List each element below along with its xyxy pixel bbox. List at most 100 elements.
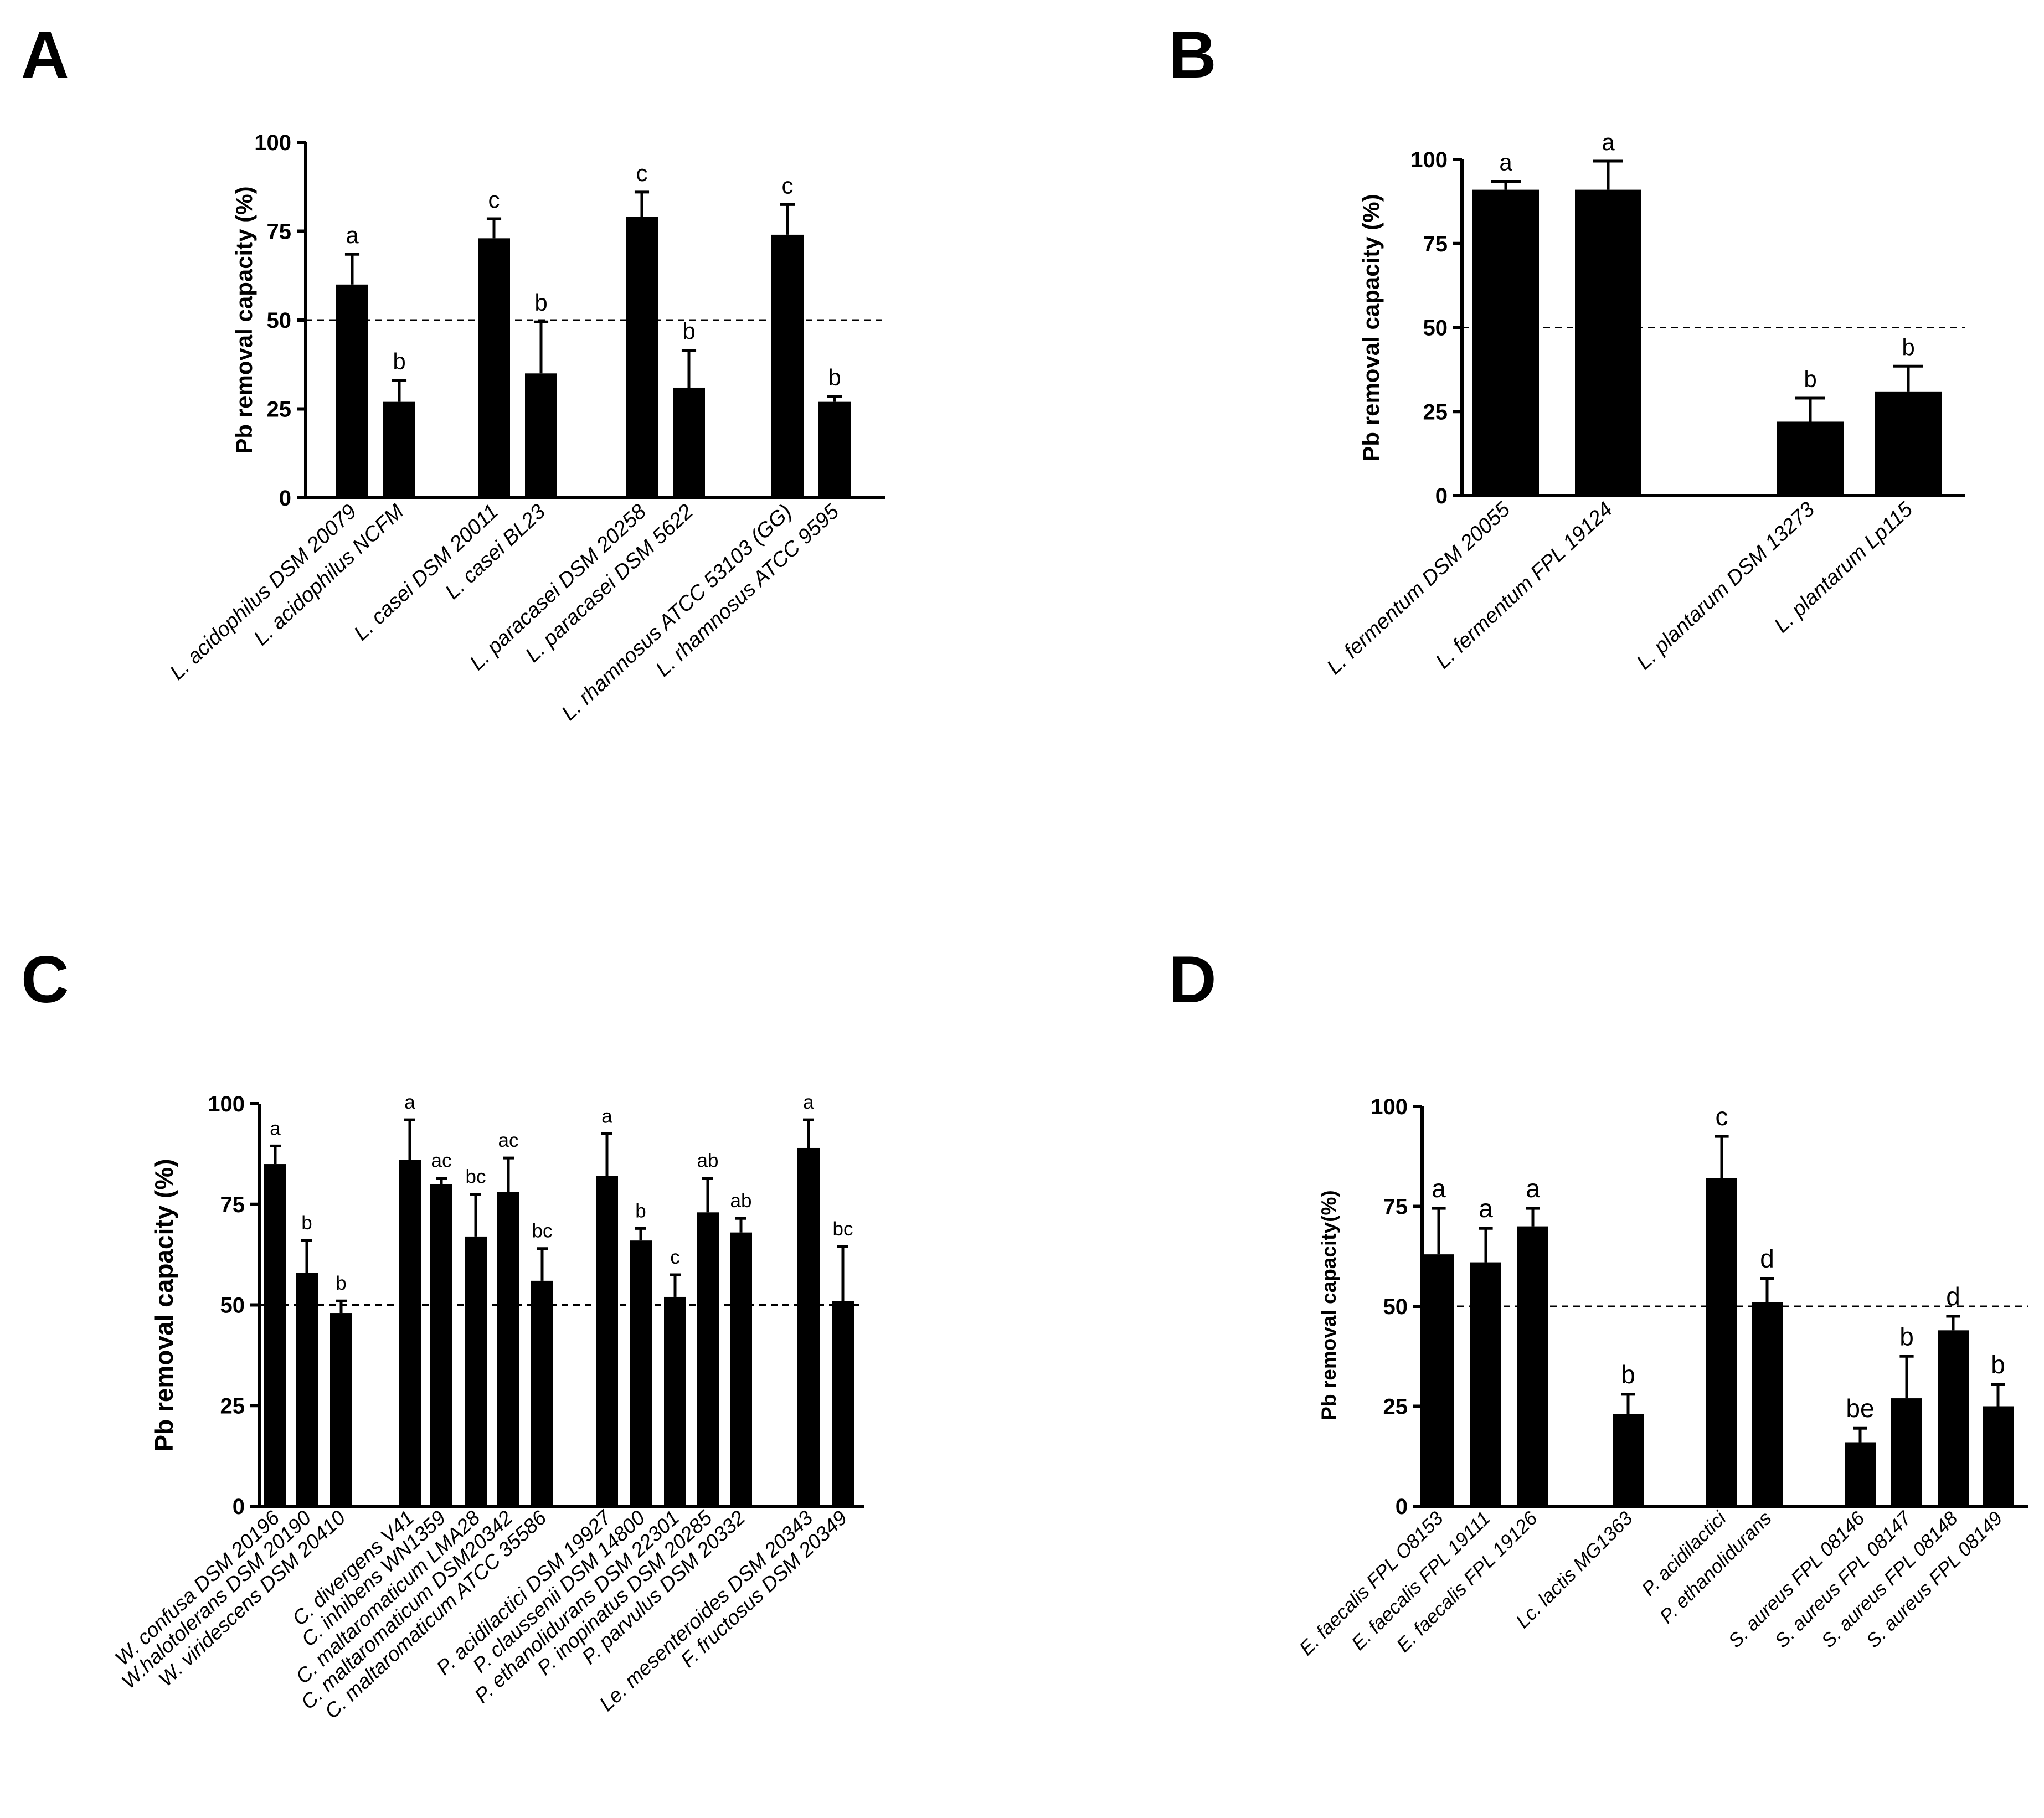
significance-label: b bbox=[1902, 334, 1914, 360]
significance-label: b bbox=[534, 290, 547, 316]
y-tick-label: 50 bbox=[1423, 316, 1448, 341]
y-tick-label: 25 bbox=[267, 398, 292, 422]
category-label: L. plantarum DSM 13273 bbox=[1633, 498, 1820, 674]
significance-label: bc bbox=[466, 1166, 486, 1188]
bar bbox=[1575, 189, 1641, 496]
significance-label: ab bbox=[730, 1190, 752, 1212]
y-axis-label: Pb removal capacity (%) bbox=[1358, 194, 1384, 461]
chart-panel-a: A Pb removal capacity (%) 0 25 50 75 100 a L. ac… bbox=[21, 18, 885, 725]
bar bbox=[531, 1280, 553, 1506]
y-tick-label: 25 bbox=[1383, 1395, 1408, 1419]
bar bbox=[497, 1192, 519, 1506]
bar bbox=[626, 217, 658, 498]
significance-label: c bbox=[1716, 1102, 1728, 1131]
significance-label: c bbox=[636, 160, 648, 186]
significance-label: b bbox=[1899, 1322, 1914, 1351]
bar bbox=[596, 1176, 618, 1506]
panel-letter: C bbox=[21, 943, 69, 1017]
bar bbox=[697, 1212, 719, 1506]
y-tick-label: 75 bbox=[267, 220, 292, 244]
chart-panel-b: B Pb removal capacity (%) 0 25 50 75 100 a L. fe… bbox=[1168, 18, 1965, 679]
significance-label: ab bbox=[697, 1150, 719, 1171]
significance-label: b bbox=[301, 1212, 312, 1234]
significance-label: a bbox=[1499, 149, 1512, 175]
y-tick-label: 75 bbox=[220, 1193, 245, 1217]
significance-label: c bbox=[488, 187, 500, 213]
significance-label: b bbox=[1991, 1350, 2005, 1379]
y-tick-label: 0 bbox=[279, 486, 291, 511]
significance-label: b bbox=[336, 1273, 346, 1294]
bar bbox=[1938, 1330, 1969, 1506]
significance-label: d bbox=[1946, 1282, 1960, 1311]
y-tick-label: 100 bbox=[254, 131, 291, 155]
y-axis-label: Pb removal capacity (%) bbox=[150, 1158, 178, 1451]
significance-label: a bbox=[1479, 1194, 1493, 1223]
bar bbox=[673, 387, 705, 498]
significance-label: b bbox=[1804, 366, 1816, 392]
y-tick-label: 100 bbox=[1371, 1095, 1408, 1119]
y-tick-label: 0 bbox=[1396, 1495, 1408, 1519]
panel-letter: A bbox=[21, 18, 69, 92]
panel-letter: B bbox=[1168, 18, 1217, 92]
y-tick-label: 0 bbox=[233, 1495, 245, 1519]
significance-label: bc bbox=[532, 1220, 553, 1242]
bar bbox=[630, 1240, 652, 1506]
bar bbox=[525, 373, 557, 498]
significance-label: a bbox=[270, 1117, 281, 1139]
significance-label: a bbox=[404, 1091, 415, 1113]
y-axis-label: Pb removal capacity (%) bbox=[231, 186, 257, 454]
bar bbox=[1777, 421, 1844, 496]
significance-label: ac bbox=[431, 1150, 452, 1171]
category-label: L. fermentum DSM 20055 bbox=[1322, 497, 1515, 679]
significance-label: ac bbox=[498, 1130, 519, 1151]
bar bbox=[1517, 1226, 1548, 1506]
y-tick-label: 50 bbox=[220, 1294, 245, 1318]
y-tick-label: 100 bbox=[1410, 148, 1448, 172]
significance-label: be bbox=[1846, 1394, 1874, 1423]
bar bbox=[1752, 1302, 1783, 1506]
y-tick-label: 0 bbox=[1435, 484, 1448, 508]
y-tick-label: 25 bbox=[1423, 400, 1448, 424]
bar bbox=[1891, 1398, 1922, 1506]
category-label: L. acidophilus DSM 20079 bbox=[166, 500, 361, 684]
significance-label: a bbox=[1526, 1174, 1540, 1203]
y-tick-label: 25 bbox=[220, 1394, 245, 1418]
bar bbox=[1845, 1442, 1876, 1506]
bar bbox=[1470, 1262, 1501, 1506]
bar bbox=[336, 284, 368, 498]
y-tick-label: 50 bbox=[1383, 1295, 1408, 1319]
bar bbox=[771, 234, 804, 498]
panel-letter: D bbox=[1168, 943, 1217, 1017]
bar bbox=[1983, 1406, 2014, 1506]
significance-label: a bbox=[1602, 129, 1615, 155]
bar bbox=[832, 1301, 854, 1506]
category-label: L. fermentum FPL 19124 bbox=[1432, 498, 1618, 673]
significance-label: c bbox=[670, 1247, 680, 1268]
y-tick-label: 75 bbox=[1423, 232, 1448, 256]
significance-label: a bbox=[601, 1106, 612, 1127]
significance-label: a bbox=[803, 1091, 814, 1113]
y-axis-label: Pb removal capacity(%) bbox=[1317, 1190, 1340, 1420]
bar bbox=[399, 1160, 421, 1506]
bar bbox=[1423, 1254, 1454, 1506]
bar bbox=[730, 1232, 752, 1506]
bar bbox=[1706, 1178, 1737, 1506]
bar bbox=[1613, 1414, 1644, 1506]
bar bbox=[1472, 189, 1539, 496]
bar bbox=[465, 1236, 487, 1506]
y-tick-label: 100 bbox=[208, 1092, 245, 1116]
significance-label: c bbox=[782, 172, 794, 198]
bar bbox=[383, 401, 415, 498]
significance-label: b bbox=[1621, 1360, 1635, 1389]
category-label: W.halotolerans DSM 20190 bbox=[117, 1506, 316, 1693]
bar bbox=[1875, 391, 1942, 496]
bar bbox=[330, 1313, 352, 1506]
bar bbox=[664, 1296, 686, 1506]
significance-label: b bbox=[682, 318, 695, 344]
significance-label: bc bbox=[833, 1218, 853, 1240]
significance-label: a bbox=[346, 222, 359, 248]
bar bbox=[264, 1164, 286, 1506]
significance-label: b bbox=[635, 1200, 646, 1222]
